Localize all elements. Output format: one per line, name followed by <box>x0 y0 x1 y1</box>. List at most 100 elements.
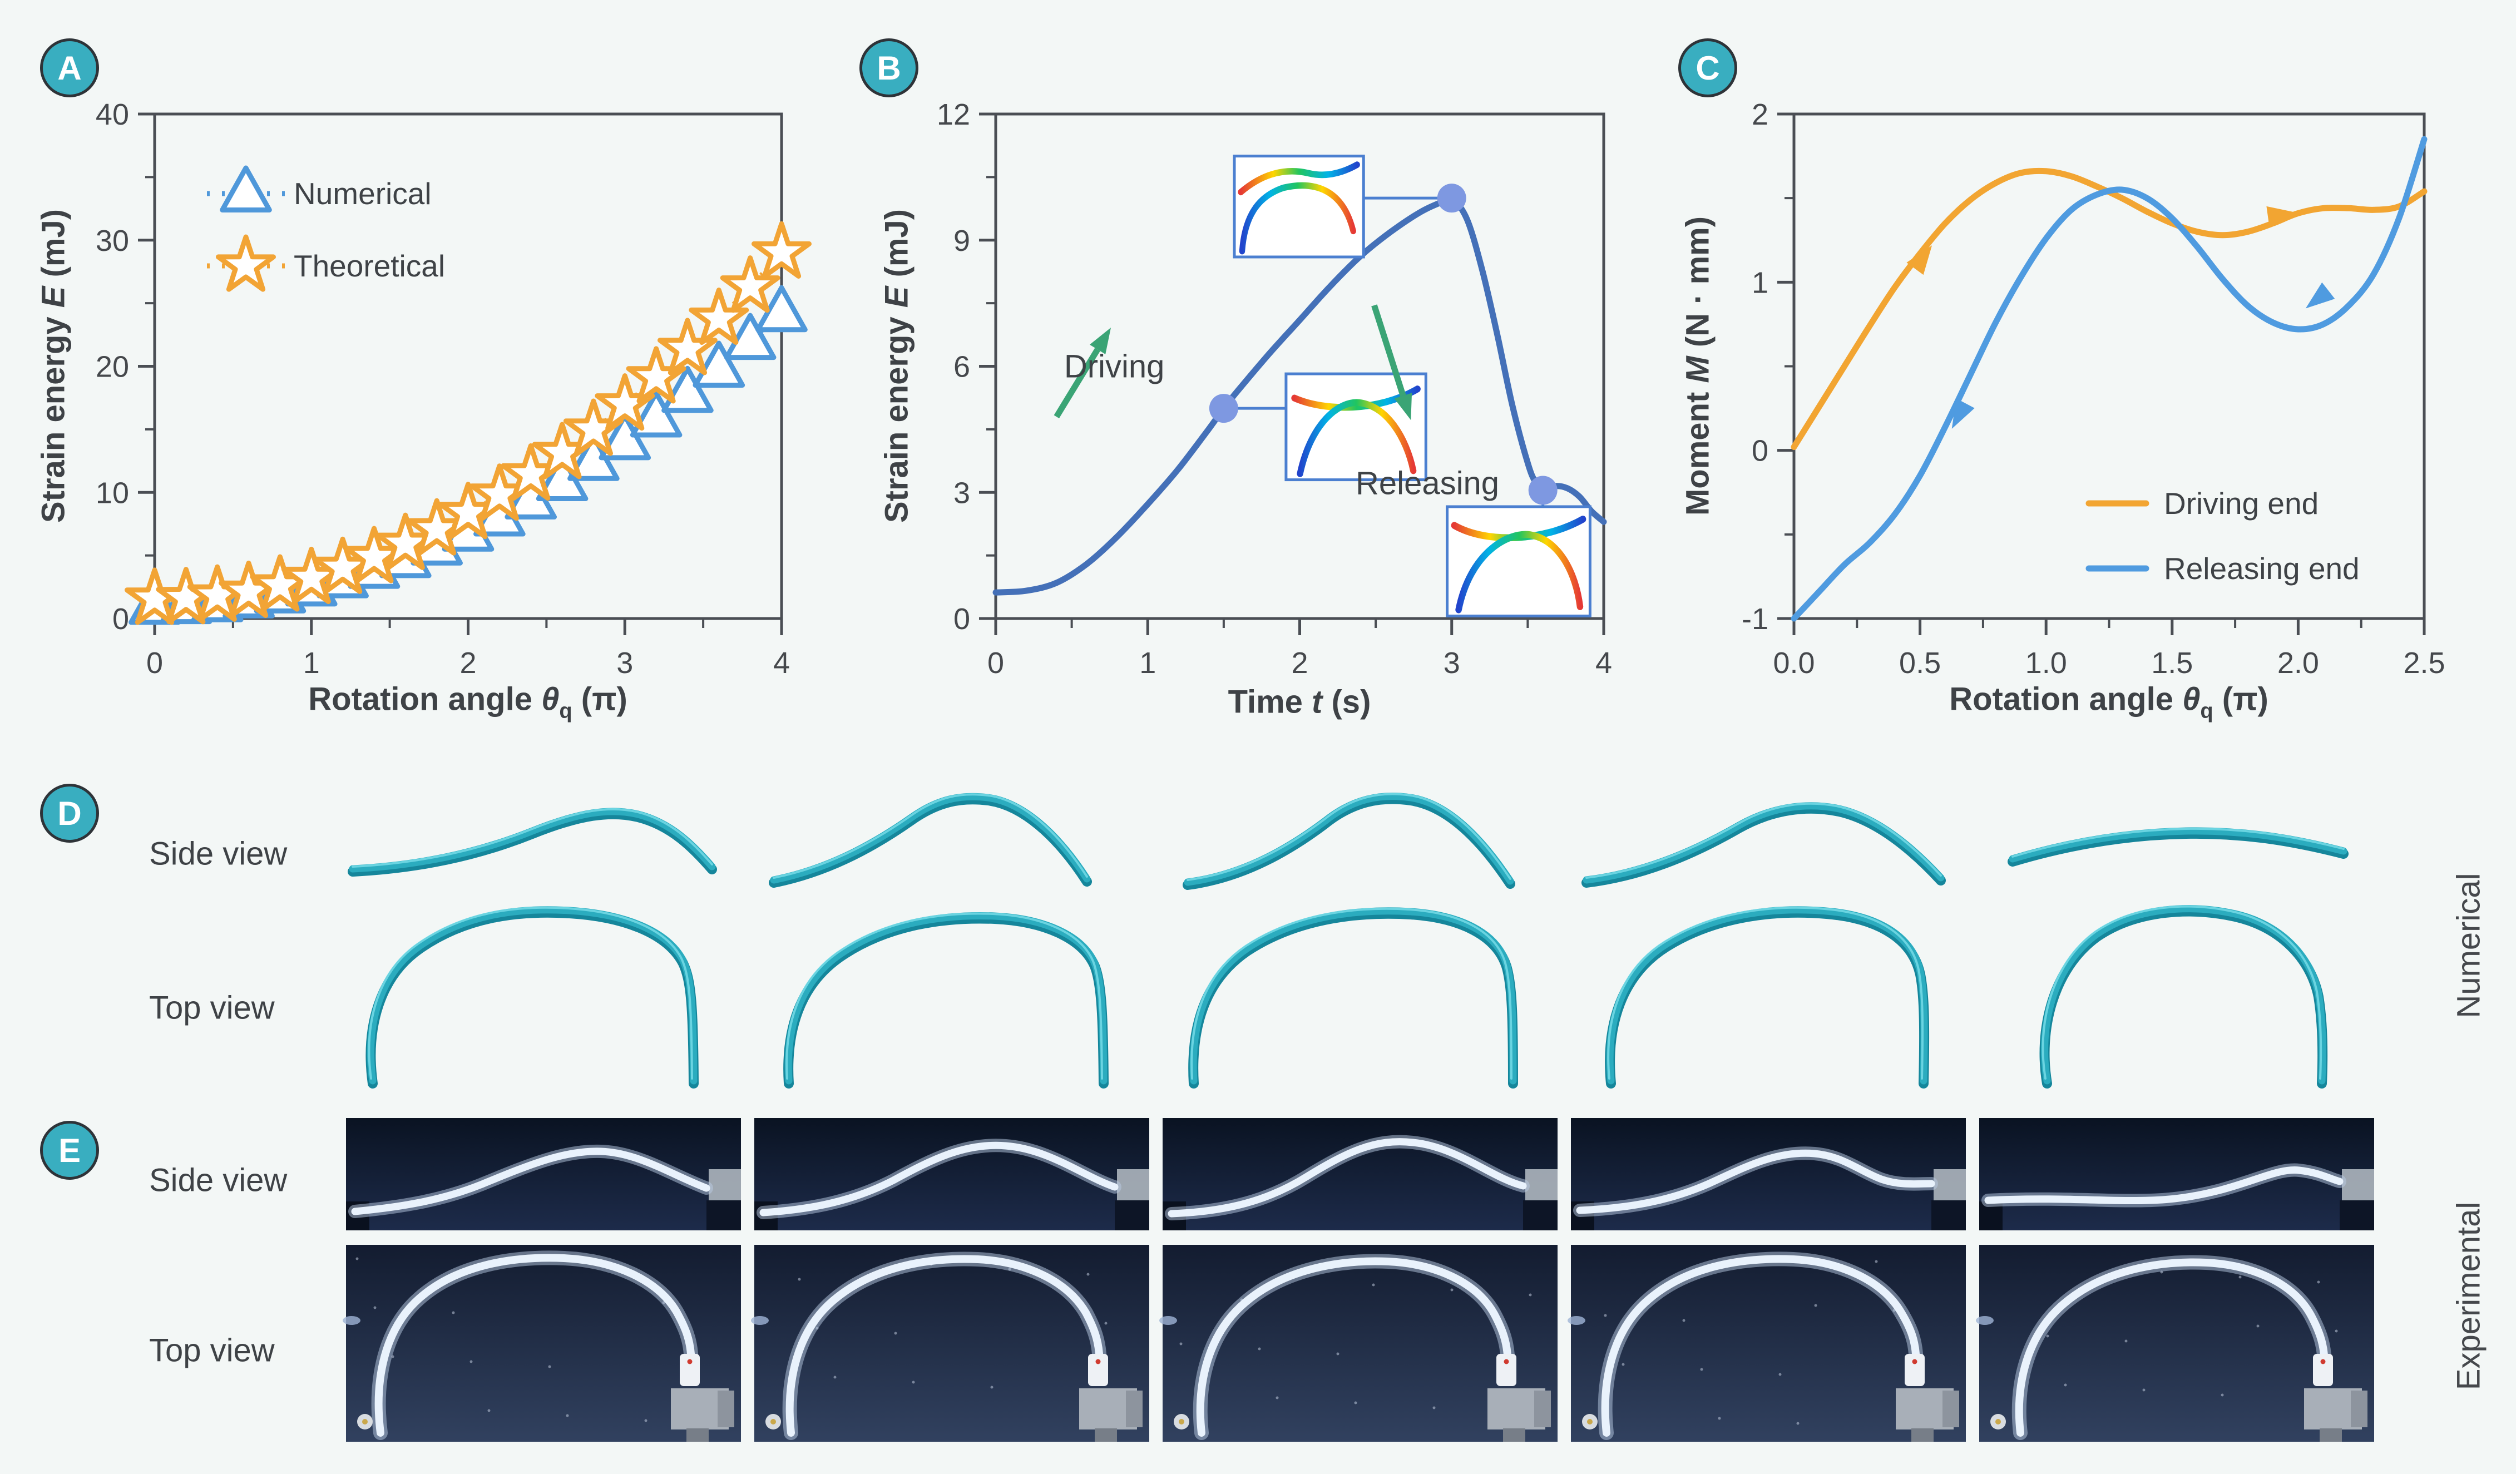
xlabel-unit: (π) <box>2213 681 2268 718</box>
panel-c-ylabel: Moment M (N · mm) <box>1679 216 1717 516</box>
rod-shape-inset <box>1446 505 1591 617</box>
ylabel-text: Moment <box>1679 383 1716 516</box>
panel-d-badge: D <box>40 784 99 843</box>
svg-text:1.5: 1.5 <box>2151 646 2193 680</box>
svg-text:2.5: 2.5 <box>2403 646 2445 680</box>
svg-text:4: 4 <box>773 646 790 680</box>
svg-text:1: 1 <box>1139 646 1156 680</box>
annotation-driving: Driving <box>1064 348 1165 384</box>
panel-b-badge: B <box>859 38 918 97</box>
svg-text:3: 3 <box>1444 646 1460 680</box>
svg-text:3: 3 <box>953 476 970 509</box>
svg-text:0: 0 <box>146 646 163 680</box>
legend-c-releasing-end: Releasing end <box>2164 551 2360 586</box>
legend-a-numerical: Numerical <box>294 176 432 211</box>
svg-text:6: 6 <box>953 350 970 384</box>
experimental-top-view-photo <box>751 1245 1149 1442</box>
numerical-top-view-frame <box>2039 905 2328 1089</box>
svg-text:2: 2 <box>1291 646 1308 680</box>
numerical-side-view-frame <box>348 808 717 877</box>
numerical-side-view-frame <box>769 793 1092 888</box>
numerical-side-view-frame <box>1581 802 1946 888</box>
panel-c-xlabel: Rotation angle θq (π) <box>1949 681 2268 724</box>
svg-text:10: 10 <box>96 476 129 509</box>
xlabel-unit: (s) <box>1322 684 1371 720</box>
svg-text:40: 40 <box>96 98 129 131</box>
panel-b-xlabel: Time t (s) <box>1228 684 1371 721</box>
svg-text:1: 1 <box>1752 266 1768 299</box>
experimental-top-view-photo <box>1568 1245 1966 1442</box>
panel-c-plot: 0.0 0.5 1.0 1.5 2.0 2.5 -1 0 1 2 <box>1742 98 2445 680</box>
numerical-section-label: Numerical <box>2450 873 2487 1018</box>
panel-a-xlabel: Rotation angle θq (π) <box>308 681 627 724</box>
ylabel-text: Strain energy <box>878 308 915 523</box>
ylabel-unit: (mJ) <box>35 209 72 286</box>
xlabel-text: Rotation angle <box>1949 681 2183 718</box>
numerical-top-view-frame <box>1605 906 1930 1089</box>
legend-c-driving-end: Driving end <box>2164 486 2319 521</box>
rod-shape-inset <box>1233 155 1365 259</box>
experimental-side-view-photo <box>1979 1118 2374 1230</box>
experimental-side-view-photo <box>1163 1118 1558 1230</box>
xlabel-var: θ <box>541 681 560 718</box>
experimental-section-label: Experimental <box>2450 1201 2487 1391</box>
svg-text:0: 0 <box>1752 434 1768 468</box>
xlabel-var: t <box>1312 684 1323 720</box>
experimental-side-view-photo <box>754 1118 1149 1230</box>
annotation-releasing: Releasing <box>1356 465 1499 502</box>
svg-text:20: 20 <box>96 350 129 384</box>
xlabel-unit: (π) <box>572 681 627 718</box>
ylabel-text: Strain energy <box>35 308 72 523</box>
ylabel-unit: (mJ) <box>878 209 915 286</box>
svg-text:4: 4 <box>1595 646 1612 680</box>
panel-c-badge: C <box>1678 38 1737 97</box>
footer-strip <box>0 1474 2516 1484</box>
experimental-top-view-photo <box>343 1245 741 1442</box>
panel-e-top-view-label: Top view <box>149 1332 275 1369</box>
xlabel-text: Time <box>1228 684 1312 720</box>
ylabel-var: E <box>35 286 72 308</box>
svg-text:1: 1 <box>303 646 320 680</box>
numerical-top-view-frame <box>1188 907 1518 1089</box>
panel-a-badge: A <box>40 38 99 97</box>
legend-a-theoretical: Theoretical <box>294 249 446 283</box>
experimental-top-view-photo <box>1976 1245 2374 1442</box>
svg-text:0: 0 <box>987 646 1004 680</box>
xlabel-sub: q <box>2200 699 2213 723</box>
ylabel-unit: (N · mm) <box>1679 216 1716 357</box>
svg-text:9: 9 <box>953 224 970 258</box>
svg-text:0: 0 <box>953 602 970 636</box>
svg-text:12: 12 <box>937 98 970 131</box>
svg-text:0.0: 0.0 <box>1773 646 1815 680</box>
svg-text:1.0: 1.0 <box>2025 646 2067 680</box>
numerical-top-view-frame <box>365 906 699 1089</box>
ylabel-var: M <box>1679 356 1716 383</box>
experimental-top-view-photo <box>1159 1245 1558 1442</box>
panel-b-ylabel: Strain energy E (mJ) <box>878 209 916 523</box>
panel-e-side-view-label: Side view <box>149 1162 288 1199</box>
svg-text:2: 2 <box>1752 98 1768 131</box>
panel-d-top-view-label: Top view <box>149 990 275 1026</box>
numerical-side-view-frame <box>2008 827 2349 867</box>
panel-e-badge: E <box>40 1121 99 1180</box>
numerical-side-view-frame <box>1183 792 1515 890</box>
rod-shape-inset <box>1284 372 1427 482</box>
svg-text:3: 3 <box>616 646 633 680</box>
panel-d-side-view-label: Side view <box>149 835 288 872</box>
experimental-side-view-photo <box>346 1118 741 1230</box>
svg-text:2.0: 2.0 <box>2277 646 2319 680</box>
svg-text:-1: -1 <box>1742 602 1768 636</box>
ylabel-var: E <box>878 286 915 308</box>
svg-text:0.5: 0.5 <box>1899 646 1941 680</box>
xlabel-var: θ <box>2182 681 2201 718</box>
experimental-side-view-photo <box>1571 1118 1966 1230</box>
panel-a-ylabel: Strain energy E (mJ) <box>35 209 72 523</box>
svg-text:2: 2 <box>459 646 476 680</box>
xlabel-text: Rotation angle <box>308 681 542 718</box>
numerical-top-view-frame <box>783 912 1109 1089</box>
xlabel-sub: q <box>559 699 572 723</box>
svg-text:30: 30 <box>96 224 129 258</box>
